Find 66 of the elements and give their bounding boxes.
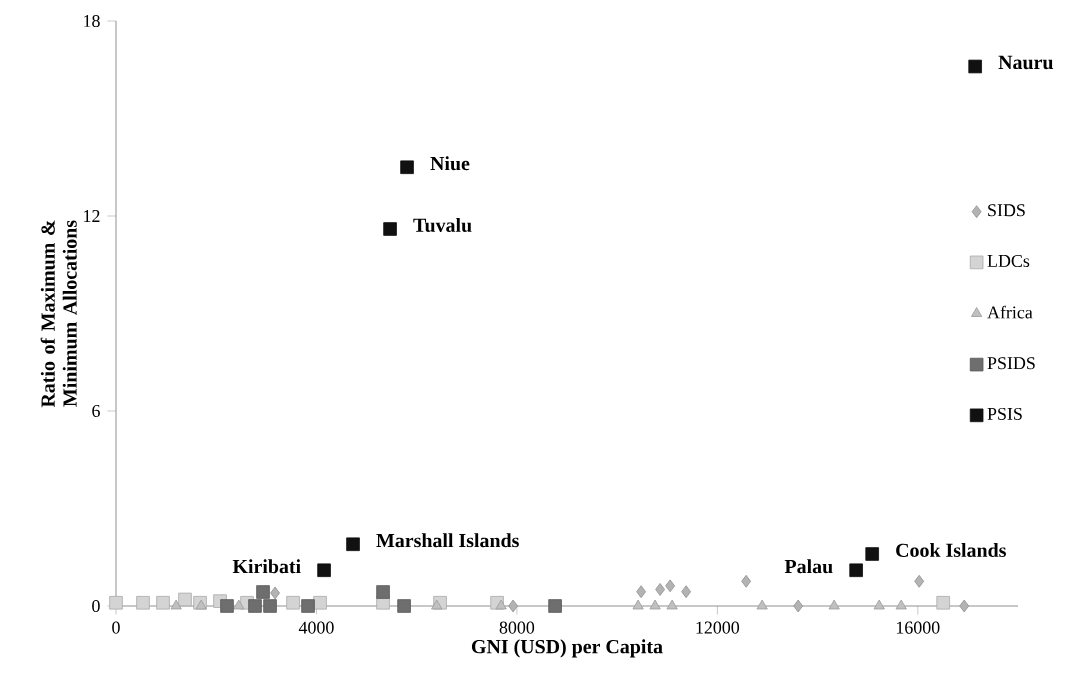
annotation: Nauru [998, 55, 1053, 70]
point [109, 595, 123, 610]
point [178, 592, 192, 607]
point [895, 599, 907, 610]
point [873, 599, 885, 610]
point [301, 599, 315, 613]
point [156, 595, 170, 610]
annotation: Niue [430, 156, 470, 171]
point [649, 599, 661, 610]
point [632, 599, 644, 610]
x-axis-title: GNI (USD) per Capita [471, 639, 663, 658]
point [793, 599, 804, 613]
point [849, 563, 863, 578]
annotation: Palau [784, 559, 833, 574]
y-tick-label: 0 [92, 599, 100, 613]
point [397, 599, 411, 613]
x-tick-label: 12000 [696, 621, 740, 634]
point [666, 599, 678, 610]
point [495, 599, 507, 610]
annotation: Tuvalu [413, 217, 472, 233]
annotation: Marshall Islands [376, 533, 519, 548]
annotation: Cook Islands [896, 542, 1006, 558]
point [220, 599, 234, 613]
y-tick-label: 18 [84, 14, 100, 28]
y-tick-label: 12 [84, 210, 100, 222]
point [270, 586, 280, 600]
point [431, 599, 443, 610]
legend-label: PSIDS [987, 357, 1035, 370]
point [346, 537, 360, 552]
point [508, 599, 518, 613]
point [170, 599, 182, 610]
point [865, 547, 879, 561]
point [636, 585, 646, 599]
point [233, 599, 245, 610]
point [248, 599, 262, 613]
point [741, 574, 752, 588]
point [256, 585, 270, 599]
point [383, 222, 397, 236]
point [914, 574, 925, 588]
x-tick-label: 16000 [896, 621, 940, 634]
legend-label: SIDS [988, 204, 1025, 217]
point [968, 59, 982, 74]
point [400, 160, 414, 175]
annotation: Kiribati [232, 559, 301, 574]
x-tick-label: 4000 [298, 621, 334, 634]
legend-label: Africa [987, 305, 1033, 319]
point [681, 585, 691, 599]
point [665, 579, 676, 593]
legend-label: LDCs [987, 254, 1030, 268]
point [317, 563, 331, 578]
point [313, 595, 327, 610]
y-tick-label: 6 [92, 404, 100, 418]
point [756, 599, 768, 610]
point [376, 585, 390, 599]
legend-label: PSIS [987, 407, 1022, 420]
point [655, 583, 665, 596]
y-axis-title: Ratio of Maximum & Minimum Allocations [40, 220, 77, 408]
x-tick-label: 8000 [499, 621, 535, 634]
point [936, 595, 950, 610]
x-tick-label: 0 [112, 621, 120, 634]
point [136, 595, 150, 610]
point [828, 599, 840, 610]
point [286, 595, 300, 610]
point [548, 599, 562, 613]
point [959, 599, 970, 613]
point [263, 599, 277, 613]
